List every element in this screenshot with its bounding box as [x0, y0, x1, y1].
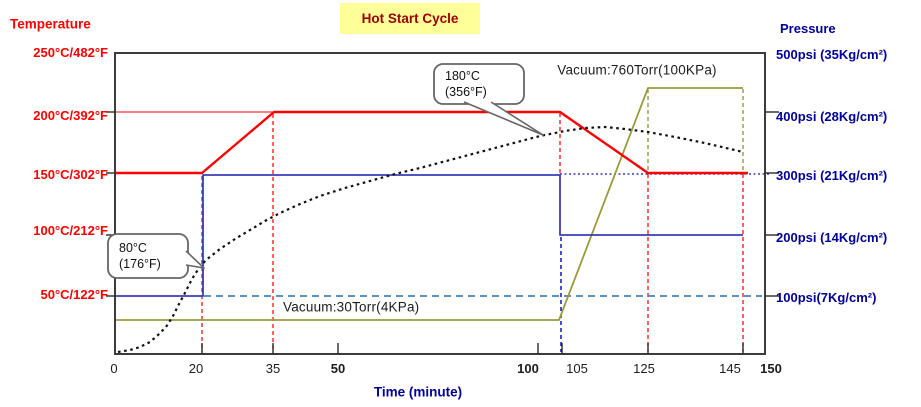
left-axis-label-4: 50°C/122°F: [40, 286, 109, 302]
x-tick-label-20: 20: [188, 360, 204, 376]
right-axis-label-3: 200psi (14Kg/cm²): [776, 229, 888, 245]
x-tick-label-145: 145: [719, 360, 741, 376]
x-tick-label-35: 35: [265, 360, 281, 376]
right-axis-label-2: 300psi (21Kg/cm²): [776, 167, 888, 183]
temperature-line: [115, 110, 748, 175]
x-tick-label-100: 100: [517, 360, 539, 376]
vacuum-low-annotation: Vacuum:30Torr(4KPa): [283, 299, 420, 315]
callout-tail-0: [185, 250, 205, 269]
callout-text-1: 180°C (356°F): [445, 68, 487, 101]
x-tick-label-50: 50: [330, 360, 346, 376]
left-axis-label-0: 250°C/482°F: [33, 44, 108, 60]
chart-title-box: Hot Start Cycle: [340, 3, 480, 34]
pressure-line: [115, 174, 743, 297]
callout-text-0: 80°C (176°F): [119, 240, 161, 273]
left-axis-title: Temperature: [10, 16, 91, 32]
chart-title: Hot Start Cycle: [361, 11, 459, 26]
right-axis-title: Pressure: [780, 20, 836, 36]
callout-1-line-0: 180°C: [445, 68, 480, 83]
callout-0-line-1: (176°F): [119, 257, 161, 271]
callout-0-line-0: 80°C: [119, 240, 147, 255]
dotted-temperature-curve: [117, 125, 744, 354]
right-axis-label-4: 100psi(7Kg/cm²): [776, 289, 877, 305]
olive-vacuum-level-line: [115, 87, 743, 321]
x-tick-label-150: 150: [760, 360, 782, 376]
x-tick-label-0: 0: [110, 360, 118, 376]
x-tick-label-105: 105: [566, 360, 588, 376]
plot-border: [114, 52, 766, 355]
vacuum-high-annotation: Vacuum:760Torr(100KPa): [557, 62, 717, 78]
callout-tail-1: [463, 101, 544, 136]
right-axis-label-0: 500psi (35Kg/cm²): [776, 46, 888, 62]
x-tick-label-125: 125: [633, 360, 655, 376]
right-axis-label-1: 400psi (28Kg/cm²): [776, 108, 888, 124]
x-axis-title: Time (minute): [373, 384, 463, 400]
left-axis-label-2: 150°C/302°F: [33, 166, 108, 182]
callout-1-line-1: (356°F): [445, 85, 487, 99]
left-axis-label-1: 200°C/392°F: [33, 107, 108, 123]
left-axis-label-3: 100°C/212°F: [33, 222, 108, 238]
